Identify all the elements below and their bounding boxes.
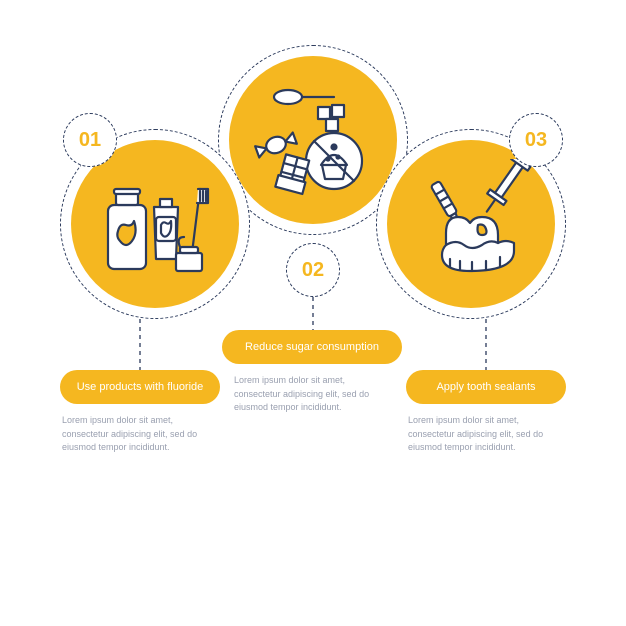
step-1-title: Use products with fluoride — [77, 381, 204, 393]
step-1-number-text: 01 — [79, 129, 101, 152]
step-2-number: 02 — [286, 243, 340, 297]
step-1-desc: Lorem ipsum dolor sit amet, consectetur … — [62, 414, 217, 455]
infographic-stage: 01 02 03 Use products with fluoride Redu… — [0, 0, 626, 626]
step-2-number-text: 02 — [302, 259, 324, 282]
reduce-sugar-icon — [229, 56, 397, 224]
step-2-title: Reduce sugar consumption — [245, 341, 379, 353]
step-1-title-pill: Use products with fluoride — [60, 370, 220, 404]
step-3-number: 03 — [509, 113, 563, 167]
step-2-title-pill: Reduce sugar consumption — [222, 330, 402, 364]
step-3-desc: Lorem ipsum dolor sit amet, consectetur … — [408, 414, 563, 455]
step-3-title-pill: Apply tooth sealants — [406, 370, 566, 404]
step-3-title: Apply tooth sealants — [436, 381, 535, 393]
step-2-desc: Lorem ipsum dolor sit amet, consectetur … — [234, 374, 389, 415]
step-1-number: 01 — [63, 113, 117, 167]
step-3-number-text: 03 — [525, 129, 547, 152]
